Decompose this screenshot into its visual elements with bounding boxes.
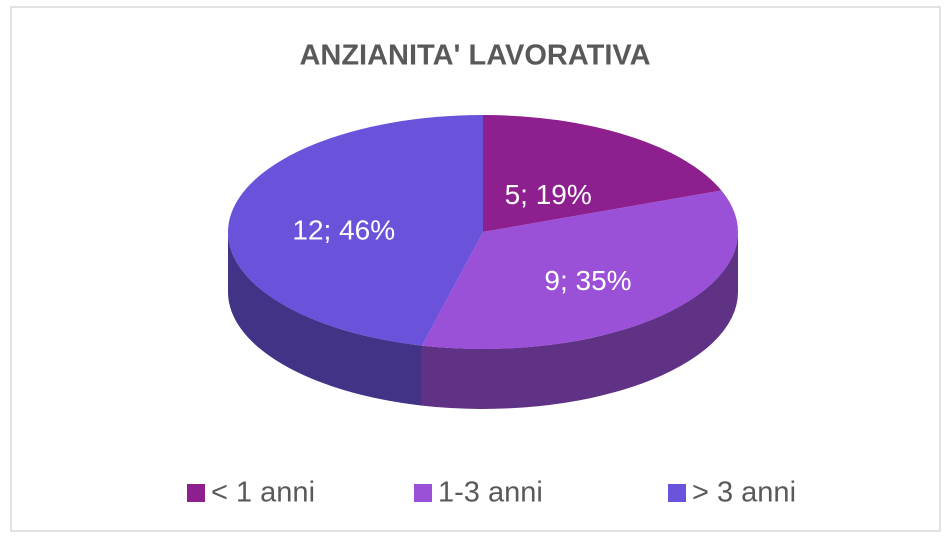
data-label: 12; 46% [292, 215, 395, 246]
data-label: 5; 19% [505, 179, 592, 210]
pie-side [421, 232, 738, 410]
legend-label: < 1 anni [211, 477, 315, 509]
pie-side [228, 232, 422, 406]
data-label: 9; 35% [544, 265, 631, 296]
pie-slice [421, 190, 738, 349]
pie-slice [483, 115, 722, 232]
legend-label: 1-3 anni [438, 477, 543, 509]
legend-swatch [187, 484, 205, 502]
legend-label: > 3 anni [692, 477, 796, 509]
chart-title: ANZIANITA' LAVORATIVA [299, 40, 650, 72]
pie-slice [228, 115, 483, 346]
legend-swatch [668, 484, 686, 502]
legend-swatch [414, 484, 432, 502]
